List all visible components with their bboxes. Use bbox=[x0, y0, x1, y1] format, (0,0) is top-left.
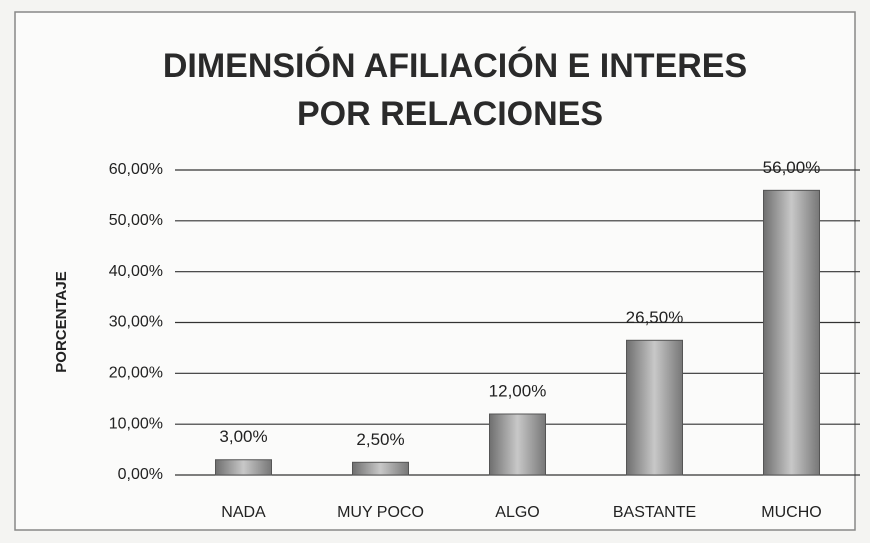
value-label: 56,00% bbox=[763, 158, 821, 177]
y-tick-label: 10,00% bbox=[109, 415, 163, 432]
y-axis-label: PORCENTAJE bbox=[53, 271, 70, 372]
y-tick-label: 50,00% bbox=[109, 212, 163, 229]
bar bbox=[626, 339, 683, 476]
bar bbox=[215, 459, 272, 476]
x-tick-label: MUY POCO bbox=[337, 504, 424, 521]
value-label: 26,50% bbox=[626, 308, 684, 327]
bar bbox=[352, 461, 409, 476]
value-label: 12,00% bbox=[489, 381, 547, 400]
y-tick-label: 0,00% bbox=[118, 466, 163, 483]
chart-title: DIMENSIÓN AFILIACIÓN E INTERES bbox=[163, 47, 747, 85]
value-label: 2,50% bbox=[356, 430, 404, 449]
chart-frame bbox=[14, 11, 856, 531]
x-tick-label: NADA bbox=[221, 504, 266, 521]
y-tick-label: 40,00% bbox=[109, 263, 163, 280]
x-tick-label: MUCHO bbox=[761, 504, 821, 521]
y-tick-label: 30,00% bbox=[109, 314, 163, 331]
chart-title: POR RELACIONES bbox=[297, 95, 603, 133]
bar bbox=[489, 413, 546, 476]
value-label: 3,00% bbox=[219, 427, 267, 446]
y-tick-label: 20,00% bbox=[109, 365, 163, 382]
x-tick-label: BASTANTE bbox=[613, 504, 696, 521]
y-tick-label: 60,00% bbox=[109, 161, 163, 178]
bar bbox=[763, 189, 820, 476]
x-tick-label: ALGO bbox=[495, 504, 539, 521]
